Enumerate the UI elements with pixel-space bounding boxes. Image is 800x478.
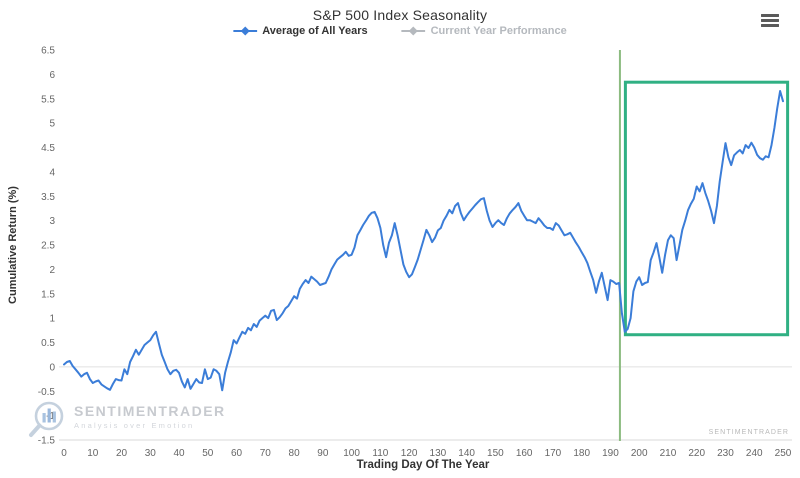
footer-brand: SENTIMENTRADER xyxy=(708,429,789,436)
y-axis-tick-label: 0.5 xyxy=(41,338,55,349)
menu-bar xyxy=(761,14,779,17)
x-axis-tick-label: 160 xyxy=(516,448,533,459)
x-axis-tick-label: 110 xyxy=(372,448,388,459)
legend-label: Current Year Performance xyxy=(430,25,567,37)
y-axis-tick-label: 2 xyxy=(49,265,55,276)
y-axis-tick-label: 1 xyxy=(49,314,55,325)
legend: Average of All Years Current Year Perfor… xyxy=(233,25,567,37)
highlight-box xyxy=(623,80,790,337)
x-axis-tick-label: 210 xyxy=(660,448,677,459)
x-axis-tick-label: 70 xyxy=(260,448,272,459)
watermark-tagline: Analysis over Emotion xyxy=(74,421,195,430)
menu-bar xyxy=(761,19,779,22)
x-axis-tick-label: 240 xyxy=(746,448,763,459)
y-axis-tick-label: 4.5 xyxy=(41,143,55,154)
y-axis-title: Cumulative Return (%) xyxy=(7,186,19,304)
legend-marker-blue-diamond-icon xyxy=(233,26,258,36)
x-axis-tick-label: 250 xyxy=(775,448,792,459)
x-axis-tick-label: 100 xyxy=(343,448,360,459)
y-axis-tick-label: 3.5 xyxy=(41,192,55,203)
x-axis-tick-label: 60 xyxy=(231,448,243,459)
menu-bar xyxy=(761,24,779,27)
x-axis-tick-label: 200 xyxy=(631,448,648,459)
y-axis-tick-label: -1.5 xyxy=(38,436,56,447)
legend-item-current-year-performance[interactable]: Current Year Performance xyxy=(401,25,567,37)
chart-title: S&P 500 Index Seasonality xyxy=(312,7,488,23)
x-axis-tick-label: 90 xyxy=(317,448,329,459)
y-axis-tick-label: 2.5 xyxy=(41,241,55,252)
x-axis-tick-label: 80 xyxy=(289,448,301,459)
y-axis-tick-label: 5.5 xyxy=(41,94,55,105)
y-axis-tick-label: 6.5 xyxy=(41,46,55,57)
y-axis-tick-label: 6 xyxy=(49,70,55,81)
x-axis-tick-label: 30 xyxy=(145,448,157,459)
y-axis-tick-label: -0.5 xyxy=(38,387,56,398)
x-axis-tick-label: 220 xyxy=(688,448,705,459)
y-axis-tick-label: 0 xyxy=(49,362,55,373)
x-axis-tick-label: 140 xyxy=(458,448,475,459)
x-axis-tick-label: 20 xyxy=(116,448,128,459)
x-axis-tick-label: 150 xyxy=(487,448,504,459)
legend-label: Average of All Years xyxy=(262,25,368,37)
x-axis-tick-label: 10 xyxy=(87,448,99,459)
hamburger-menu-icon[interactable] xyxy=(761,14,779,27)
x-axis-tick-label: 180 xyxy=(573,448,590,459)
x-axis-tick-label: 230 xyxy=(717,448,734,459)
x-axis-tick-label: 40 xyxy=(173,448,185,459)
sentimentrader-watermark: SENTIMENTRADER Analysis over Emotion xyxy=(26,398,226,442)
x-axis-tick-label: 0 xyxy=(61,448,67,459)
x-axis-tick-label: 130 xyxy=(430,448,447,459)
y-axis-tick-label: 4 xyxy=(49,167,55,178)
x-axis-title: Trading Day Of The Year xyxy=(357,459,490,471)
y-axis-tick-label: 1.5 xyxy=(41,289,55,300)
x-axis-tick-label: 50 xyxy=(202,448,214,459)
watermark-brand: SENTIMENTRADER xyxy=(74,403,226,419)
y-axis-tick-label: 3 xyxy=(49,216,55,227)
magnifier-barchart-logo-icon xyxy=(29,401,64,437)
series-line-average-of-all-years xyxy=(63,90,784,392)
x-axis-tick-label: 120 xyxy=(401,448,418,459)
legend-marker-gray-diamond-icon xyxy=(401,26,426,36)
y-axis-tick-label: 5 xyxy=(49,119,55,130)
legend-item-average-of-all-years[interactable]: Average of All Years xyxy=(233,25,368,37)
x-axis-tick-label: 190 xyxy=(602,448,619,459)
x-axis-tick-label: 170 xyxy=(545,448,562,459)
